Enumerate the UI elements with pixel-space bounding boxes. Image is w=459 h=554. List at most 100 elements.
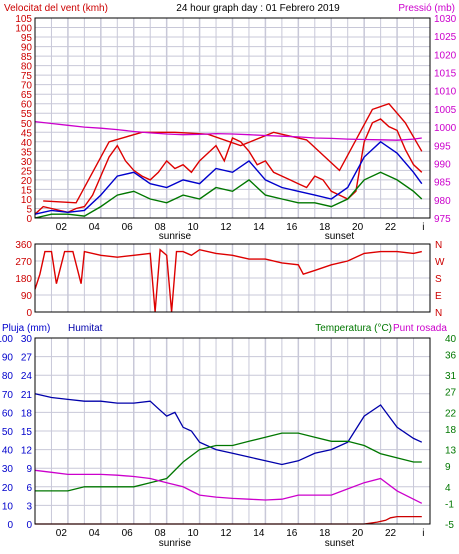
dir-y-tick-label: 360 (15, 240, 32, 251)
humidity-y-tick-label: 100 (0, 334, 13, 345)
compass-label: S (435, 274, 442, 285)
humidity-y-tick-label: 0 (7, 520, 13, 531)
humidity-y-tick-label: 30 (2, 464, 14, 475)
humidity-y-tick-label: 10 (2, 501, 14, 512)
temp-x-tick-label: 06 (122, 528, 134, 539)
wind-y-tick-label: 100 (15, 24, 32, 35)
temp-x-tick-label: 08 (155, 528, 167, 539)
wind-y-tick-label: 50 (21, 119, 33, 130)
temp-axis-title: Temperatura (°C) (315, 323, 392, 334)
wind-y-tick-label: 80 (21, 62, 33, 73)
temp-y-tick-label: 36 (445, 351, 457, 362)
dir-y-tick-label: 180 (15, 274, 32, 285)
humidity-y-tick-label: 40 (2, 446, 14, 457)
wind-x-tick-label: i (422, 222, 424, 233)
temp-series-2 (34, 469, 423, 504)
rain-y-tick-label: 27 (21, 353, 33, 364)
humidity-y-tick-label: 50 (2, 427, 14, 438)
wind-x-tick-label: 20 (352, 222, 364, 233)
header-left-title: Velocitat del vent (kmh) (4, 3, 108, 14)
wind-y-tick-label: 90 (21, 43, 33, 54)
temp-y-tick-label: 18 (445, 425, 457, 436)
compass-label: E (435, 291, 442, 302)
wind-series-4 (34, 120, 422, 141)
temp-y-tick-label: 31 (445, 371, 457, 382)
wind-x-tick-label: 08 (155, 222, 167, 233)
wind-x-tick-label: 04 (89, 222, 101, 233)
humidity-y-tick-label: 80 (2, 371, 14, 382)
temp-y-tick-label: 40 (445, 334, 457, 345)
temp-frame (34, 337, 431, 525)
humidity-y-tick-label: 60 (2, 408, 14, 419)
wind-y-tick-label: 60 (21, 100, 33, 111)
temp-x-tick-label: i (422, 528, 424, 539)
pressure-y-tick-label: 985 (434, 178, 451, 189)
pressure-y-tick-label: 990 (434, 159, 451, 170)
temp-x-tick-label: 22 (385, 528, 397, 539)
temp-y-tick-label: -5 (445, 520, 454, 531)
humidity-y-tick-label: 70 (2, 390, 14, 401)
temp-y-tick-label: 4 (445, 483, 451, 494)
wind-frame (34, 17, 431, 219)
pressure-y-tick-label: 1025 (434, 32, 457, 43)
wind-series-3 (34, 171, 423, 219)
wind-y-tick-label: 5 (26, 204, 32, 215)
temp-y-tick-label: 13 (445, 446, 457, 457)
temp-series-0 (34, 393, 423, 466)
wind-x-tick-label: 06 (122, 222, 134, 233)
temp-x-tick-label: 02 (56, 528, 68, 539)
wind-y-tick-label: 15 (21, 185, 33, 196)
header-right-title: Pressió (mb) (398, 3, 455, 14)
wind-x-tick-label: 16 (286, 222, 298, 233)
dir-series-0 (34, 248, 422, 313)
wind-x-tick-label: 10 (187, 222, 199, 233)
rain-axis-title: Pluja (mm) (2, 323, 50, 334)
pressure-y-tick-label: 980 (434, 196, 451, 207)
dir-y-tick-label: 90 (21, 291, 33, 302)
wind-series-0 (34, 118, 423, 215)
wind-y-tick-label: 25 (21, 166, 33, 177)
pressure-y-tick-label: 995 (434, 141, 451, 152)
wind-y-tick-label: 45 (21, 128, 33, 139)
wind-y-tick-label: 20 (21, 176, 33, 187)
humidity-y-tick-label: 90 (2, 353, 14, 364)
wind-x-tick-label: 22 (385, 222, 397, 233)
temp-x-tick-label: 16 (286, 528, 298, 539)
temp-x-tick-label: 20 (352, 528, 364, 539)
rain-y-tick-label: 18 (21, 408, 33, 419)
sunrise-label-1: sunrise (159, 231, 192, 242)
dir-frame (34, 243, 431, 313)
wind-y-tick-label: 55 (21, 109, 33, 120)
humidity-axis-title: Humitat (68, 323, 103, 334)
temp-x-tick-label: 10 (187, 528, 199, 539)
sunrise-label-2: sunrise (159, 538, 192, 549)
rain-y-tick-label: 21 (21, 390, 33, 401)
wind-y-tick-label: 75 (21, 71, 33, 82)
wind-x-tick-label: 14 (253, 222, 265, 233)
header-center-title: 24 hour graph day : 01 Febrero 2019 (176, 3, 340, 14)
wind-y-tick-label: 35 (21, 147, 33, 158)
pressure-y-tick-label: 1005 (434, 105, 457, 116)
pressure-y-tick-label: 1030 (434, 14, 457, 25)
pressure-y-tick-label: 1010 (434, 87, 457, 98)
wind-x-tick-label: 12 (220, 222, 232, 233)
sunset-label-2: sunset (325, 538, 355, 549)
pressure-y-tick-label: 1000 (434, 123, 457, 134)
rain-y-tick-label: 15 (21, 427, 33, 438)
wind-y-tick-label: 65 (21, 90, 33, 101)
temp-y-tick-label: 27 (445, 388, 457, 399)
sunset-label-1: sunset (325, 231, 355, 242)
temp-y-tick-label: 22 (445, 408, 457, 419)
pressure-y-tick-label: 1015 (434, 69, 457, 80)
compass-label: W (435, 257, 445, 268)
humidity-y-tick-label: 20 (2, 483, 14, 494)
wind-y-tick-label: 10 (21, 195, 33, 206)
pressure-y-tick-label: 1020 (434, 50, 457, 61)
wind-y-tick-label: 85 (21, 52, 33, 63)
dir-y-tick-label: 270 (15, 257, 32, 268)
wind-x-tick-label: 18 (319, 222, 331, 233)
rain-y-tick-label: 24 (21, 371, 33, 382)
wind-series-2 (34, 140, 423, 215)
